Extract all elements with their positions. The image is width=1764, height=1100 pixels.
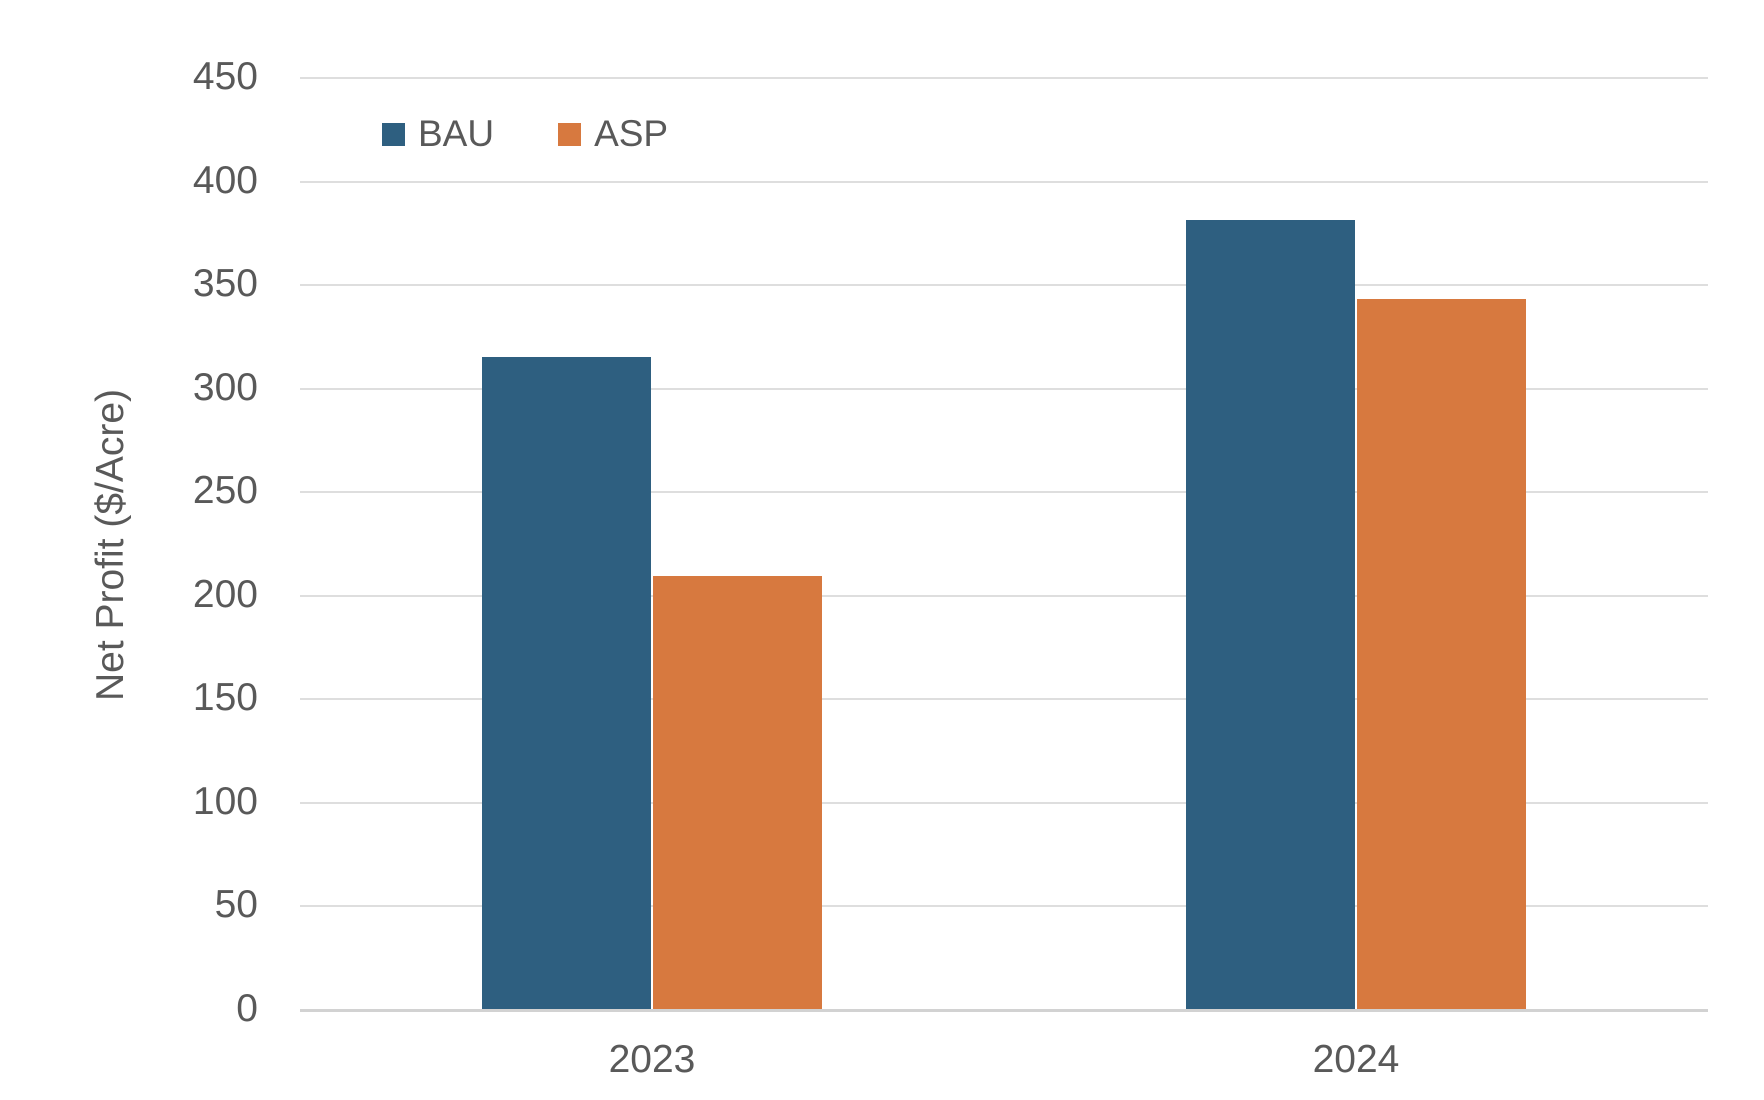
y-tick-label: 350 bbox=[192, 262, 258, 305]
gridline bbox=[300, 388, 1708, 390]
y-tick-label: 150 bbox=[192, 676, 258, 719]
gridline bbox=[300, 181, 1708, 183]
legend-item-bau: BAU bbox=[382, 113, 494, 155]
bar-bau-2023 bbox=[482, 357, 651, 1009]
legend-item-asp: ASP bbox=[558, 113, 668, 155]
gridline bbox=[300, 698, 1708, 700]
y-tick-label: 100 bbox=[192, 780, 258, 823]
gridline bbox=[300, 77, 1708, 79]
bar-asp-2024 bbox=[1357, 299, 1526, 1009]
bar-asp-2023 bbox=[653, 576, 822, 1009]
y-tick-label: 400 bbox=[192, 159, 258, 202]
legend-swatch-icon bbox=[382, 122, 405, 146]
bar-bau-2024 bbox=[1186, 220, 1355, 1009]
legend-swatch-icon bbox=[558, 122, 582, 146]
gridline bbox=[300, 595, 1708, 597]
y-tick-label: 300 bbox=[192, 366, 258, 409]
legend-label: BAU bbox=[418, 113, 495, 154]
x-tick-label-2023: 2023 bbox=[608, 1038, 696, 1081]
x-axis-line bbox=[300, 1009, 1708, 1012]
x-tick-label-2024: 2024 bbox=[1312, 1038, 1400, 1081]
y-tick-label: 50 bbox=[214, 883, 258, 926]
y-tick-label: 0 bbox=[236, 987, 258, 1030]
gridline bbox=[300, 905, 1708, 907]
y-tick-label: 250 bbox=[192, 469, 258, 512]
gridline bbox=[300, 491, 1708, 493]
y-tick-label: 200 bbox=[192, 573, 258, 616]
y-axis-title: Net Profit ($/Acre) bbox=[89, 388, 132, 702]
gridline bbox=[300, 284, 1708, 286]
y-tick-label: 450 bbox=[192, 55, 258, 98]
legend: BAU ASP bbox=[382, 113, 668, 155]
legend-label: ASP bbox=[594, 113, 669, 154]
gridline bbox=[300, 802, 1708, 804]
